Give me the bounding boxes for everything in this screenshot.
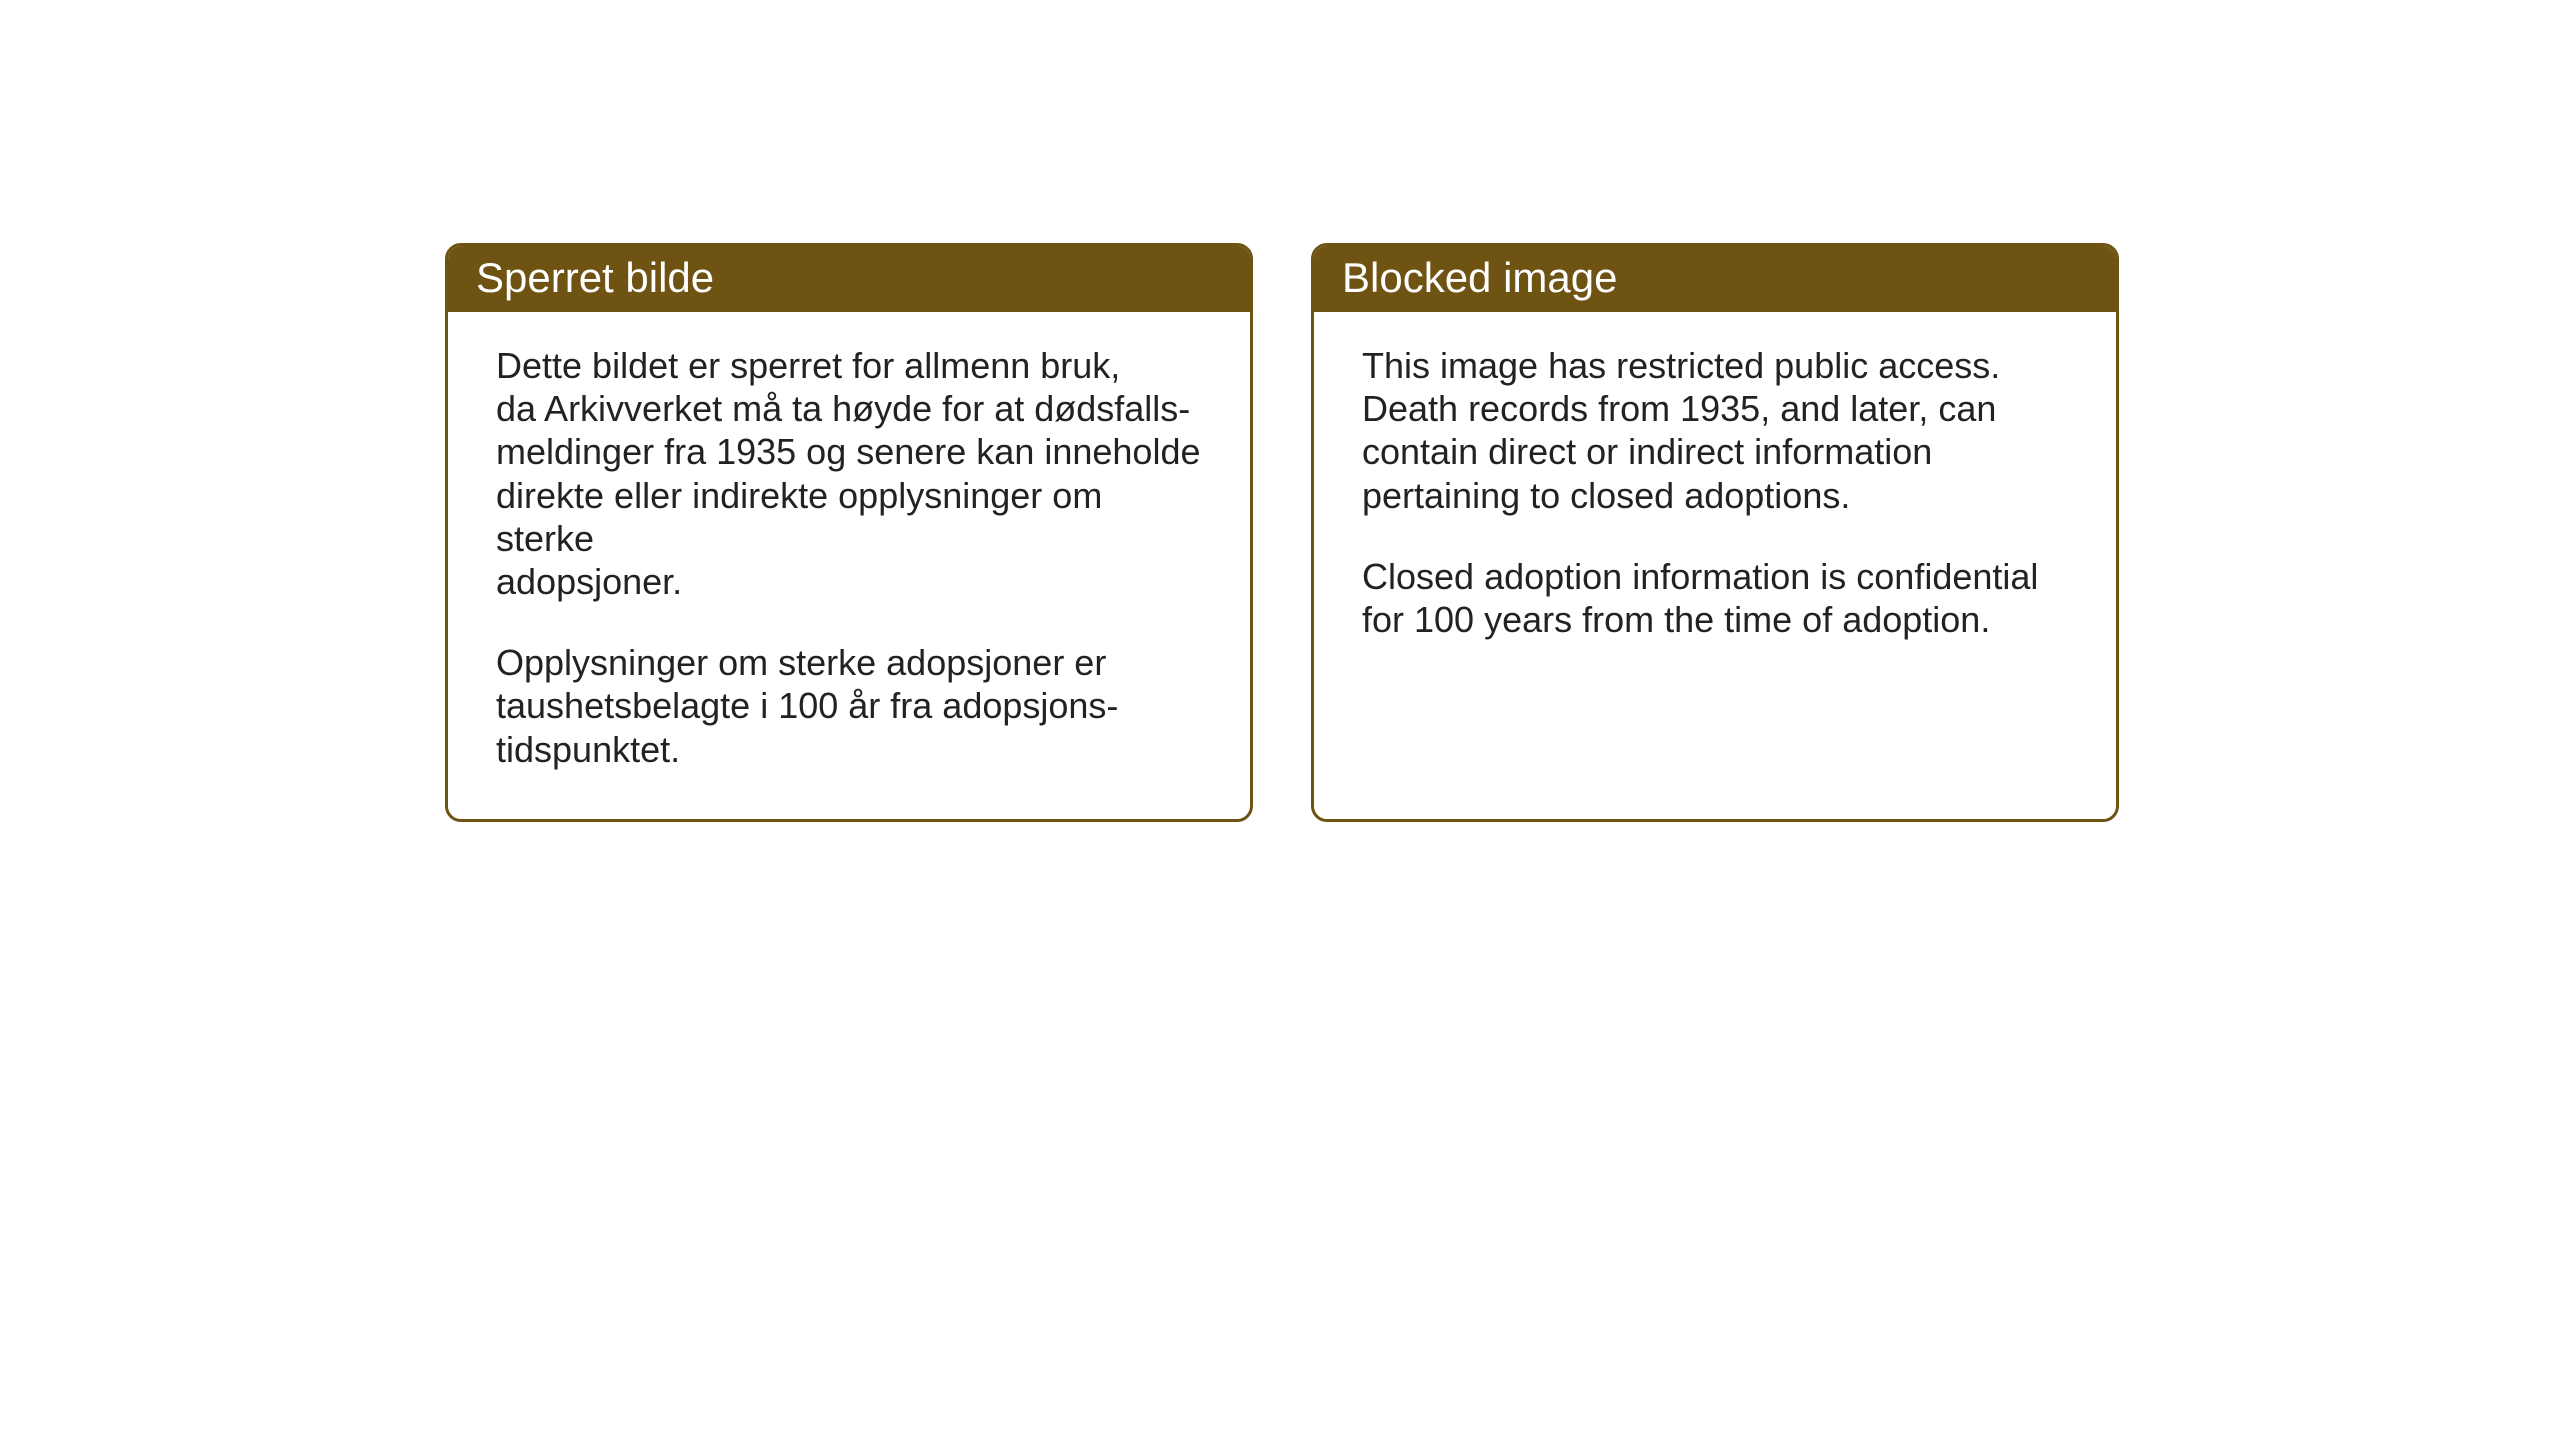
norwegian-paragraph-2: Opplysninger om sterke adopsjoner er tau… [496, 641, 1202, 771]
english-card-header: Blocked image [1314, 246, 2116, 312]
english-card-body: This image has restricted public access.… [1314, 312, 2116, 732]
english-card: Blocked image This image has restricted … [1311, 243, 2119, 822]
english-paragraph-2: Closed adoption information is confident… [1362, 555, 2068, 641]
english-card-title: Blocked image [1342, 254, 2088, 302]
norwegian-card-body: Dette bildet er sperret for allmenn bruk… [448, 312, 1250, 819]
norwegian-paragraph-1: Dette bildet er sperret for allmenn bruk… [496, 344, 1202, 603]
norwegian-card-title: Sperret bilde [476, 254, 1222, 302]
norwegian-card: Sperret bilde Dette bildet er sperret fo… [445, 243, 1253, 822]
norwegian-card-header: Sperret bilde [448, 246, 1250, 312]
cards-container: Sperret bilde Dette bildet er sperret fo… [445, 243, 2119, 822]
english-paragraph-1: This image has restricted public access.… [1362, 344, 2068, 517]
